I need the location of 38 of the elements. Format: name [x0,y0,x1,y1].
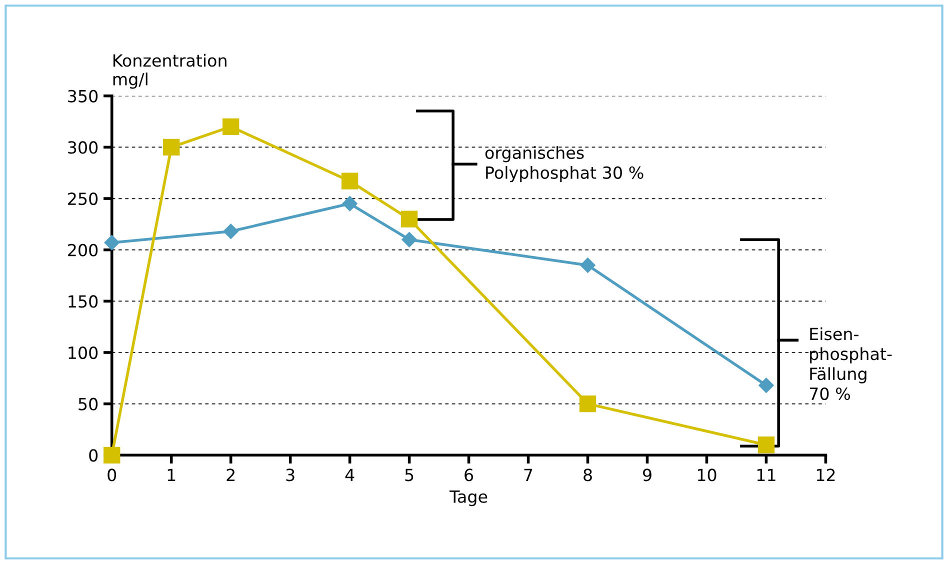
y-axis-title: Konzentration mg/l [113,54,226,89]
x-tick-label: 4 [345,468,354,482]
y-tick-label: 50 [78,398,98,410]
x-tick-label: 9 [642,468,652,482]
point [222,118,240,136]
point [580,258,596,273]
y-tick-label: 200 [68,244,98,256]
x-tick-label: 2 [226,468,234,482]
point [402,232,417,248]
point [758,436,775,454]
annotation: organisches Polyphosphat 30 % [485,146,644,182]
y-tick-label: 0 [89,449,98,462]
point [223,224,238,239]
x-tick-label: 11 [757,468,776,482]
point [758,378,774,393]
x-axis-title: Tage [449,490,488,506]
y-tick-label: 150 [68,295,98,308]
x-tick-label: 10 [698,468,716,482]
x-tick-label: 12 [816,468,835,482]
y-tick-label: 300 [68,141,98,154]
point [342,196,358,212]
x-tick-label: 8 [584,468,592,482]
point [104,446,120,464]
point [579,395,596,412]
y-tick-label: 100 [68,346,98,360]
x-tick-label: 6 [464,468,474,482]
point [163,138,180,156]
y-tick-label: 350 [68,90,98,102]
point [104,235,120,250]
x-tick-label: 7 [524,468,532,482]
x-tick-label: 0 [108,468,116,482]
annotation: Eisen- phosphat- Fällung 70 % [810,327,892,400]
x-tick-label: 5 [405,468,414,482]
point [341,172,358,190]
x-tick-label: 3 [286,468,294,482]
y-tick-label: 250 [68,192,98,206]
x-tick-label: 1 [168,468,176,482]
point [400,210,418,228]
